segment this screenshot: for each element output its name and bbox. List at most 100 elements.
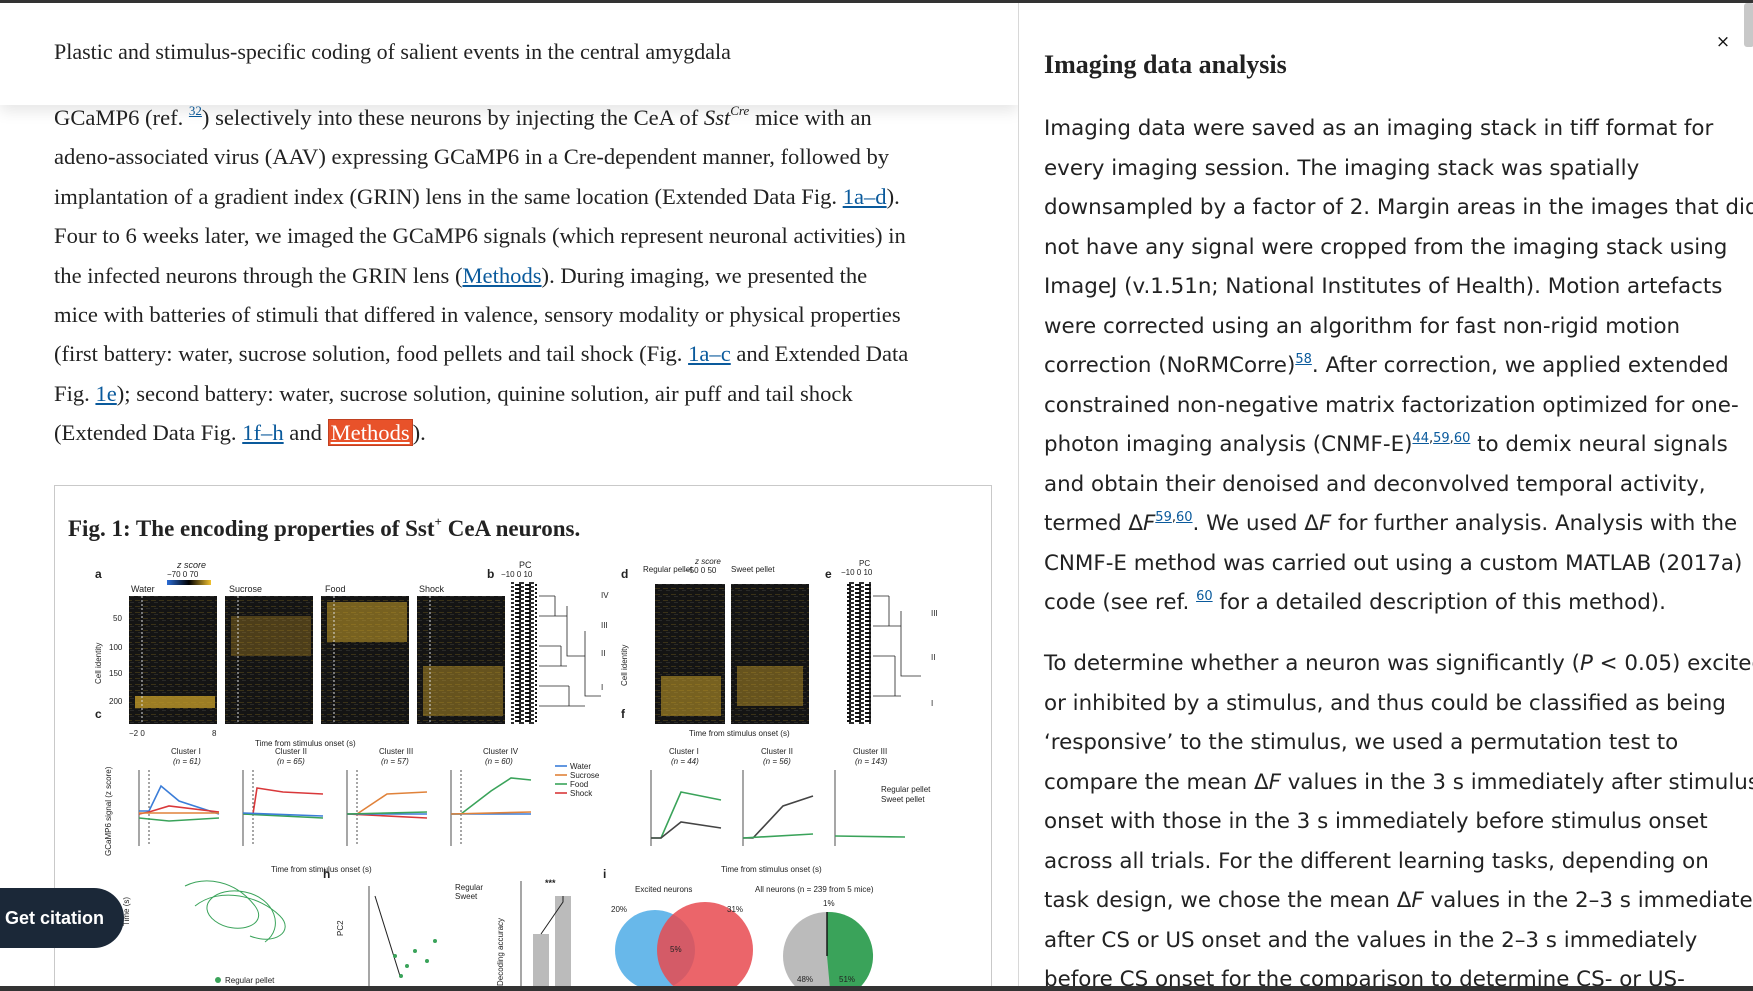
panel-paragraph-1: Imaging data were saved as an imaging st… (1044, 109, 1753, 623)
venn-sweet (657, 902, 753, 986)
panel-letter-e: e (825, 567, 832, 581)
fig-link[interactable]: 1e (95, 380, 117, 406)
text: ). (886, 183, 900, 209)
zscore-label: z score (176, 560, 206, 570)
ref-link[interactable]: 59 (1155, 510, 1172, 525)
cluster-roman-e: I (931, 699, 933, 708)
text: (first battery: water, sucrose solution,… (54, 341, 689, 367)
zscore-label-d: z score (694, 557, 721, 566)
article-pane: GCaMP6 (ref. 32) selectively into these … (0, 3, 1018, 986)
fig-link[interactable]: 1f–h (242, 420, 284, 446)
panel-line: and obtain their denoised and deconvolve… (1044, 471, 1706, 497)
legend-sweet-pellet: Sweet pellet (881, 795, 925, 804)
fig-link[interactable]: 1a–c (688, 341, 731, 367)
legend-shock: Shock (570, 789, 593, 798)
dendrogram-e (873, 595, 921, 697)
i-excited-label: Excited neurons (635, 885, 692, 894)
d-label-sweet: Sweet pellet (731, 565, 775, 574)
accuracy-bar (533, 934, 549, 986)
text: values in the 3 s immediately after stim… (1280, 769, 1753, 795)
time-axis-label-d: Time from stimulus onset (s) (689, 729, 790, 738)
panel-line: compare the mean ΔF values in the 3 s im… (1044, 763, 1753, 803)
panel-letter-d: d (621, 567, 628, 581)
pct-label: 51% (839, 975, 855, 984)
line-plots-c (138, 770, 532, 846)
cluster-roman: II (601, 649, 605, 658)
cluster-name-f: Cluster II (761, 747, 793, 756)
cluster-n: (n = 65) (277, 757, 305, 766)
ref-sep: , (1449, 431, 1454, 446)
panel-line: To determine whether a neuron was signif… (1044, 644, 1753, 684)
scrollbar-thumb[interactable] (1744, 3, 1753, 47)
text: and Extended Data (730, 341, 909, 367)
text: F (1142, 511, 1156, 536)
panel-letter-h: h (323, 867, 330, 881)
cluster-roman-e: III (931, 609, 938, 618)
c-ylabel: GCaMP6 signal (z score) (104, 766, 113, 856)
methods-link[interactable]: Methods (462, 262, 542, 288)
cell-identity-label-d: Cell identity (620, 645, 629, 686)
panel-line: before CS onset for the comparison to de… (1044, 967, 1685, 986)
get-citation-button[interactable]: Get citation (0, 888, 124, 948)
cluster-name-f: Cluster I (669, 747, 699, 756)
trajectory-plot (184, 880, 286, 943)
panel-line: ‘responsive’ to the stimulus, we used a … (1044, 730, 1679, 755)
heat-label-water: Water (131, 584, 155, 594)
close-icon[interactable]: × (1715, 32, 1731, 52)
fig-link[interactable]: 1a–d (842, 183, 887, 209)
text: ) selectively into these neurons by inje… (201, 105, 704, 130)
ref-link[interactable]: 59 (1433, 431, 1450, 446)
cluster-name-f: Cluster III (853, 747, 887, 756)
cell-identity-label: Cell identity (94, 643, 103, 684)
panel-line: CNMF-E method was carried out using a cu… (1044, 550, 1743, 576)
text: + (434, 514, 442, 530)
panel-line: code (see ref. 60 for a detailed descrip… (1044, 583, 1734, 623)
figure-1[interactable]: Fig. 1: The encoding properties of Sst+ … (54, 485, 992, 986)
time-axis-label-f: Time from stimulus onset (s) (721, 865, 822, 874)
ref-link[interactable]: 32 (188, 103, 202, 119)
text: F (1411, 888, 1424, 913)
legend-regular-pellet: Regular pellet (881, 785, 931, 794)
cluster-roman: IV (601, 591, 609, 600)
cluster-name: Cluster I (171, 747, 201, 756)
panel-line: after CS or US onset and the values in t… (1044, 927, 1698, 953)
scatter-h (393, 939, 437, 978)
line-plots-f (650, 770, 906, 846)
pc-ticks-e: −10 0 10 (841, 568, 873, 577)
zscore-ticks: −70 0 70 (167, 570, 199, 579)
ytick: 100 (109, 643, 123, 652)
cluster-n-f: (n = 44) (671, 757, 699, 766)
figure-image: a b d e c f h i z score −70 0 70 Water S… (94, 557, 938, 986)
heat-label-sucrose: Sucrose (229, 584, 262, 594)
panel-line: every imaging session. The imaging stack… (1044, 155, 1640, 181)
methods-link-highlighted[interactable]: Methods (327, 419, 413, 447)
barcode-e (847, 582, 871, 724)
ref-sep: , (1428, 431, 1434, 446)
text: F (1318, 511, 1332, 536)
ref-link[interactable]: 60 (1175, 510, 1193, 525)
ref-link[interactable]: 58 (1295, 352, 1312, 367)
panel-line: Imaging data were saved as an imaging st… (1044, 116, 1714, 141)
text: code (see ref. (1044, 590, 1197, 615)
methods-side-panel: Imaging data analysis × Imaging data wer… (1018, 3, 1753, 986)
significance-stars: *** (545, 878, 556, 888)
pct-label: 5% (670, 945, 682, 954)
cluster-n-f: (n = 56) (763, 757, 791, 766)
ref-link[interactable]: 60 (1453, 431, 1471, 446)
text: correction (NoRMCorre) (1044, 353, 1296, 378)
time-axis-label-c: Time from stimulus onset (s) (271, 865, 372, 874)
ref-link[interactable]: 60 (1196, 589, 1213, 604)
accuracy-bar (555, 896, 571, 986)
pc-ticks: −10 0 10 (501, 570, 533, 579)
text: values in the 2–3 s immediately (1423, 888, 1753, 913)
text: Fig. 1: The encoding properties of Sst (68, 516, 435, 541)
heat-label-food: Food (325, 584, 346, 594)
cluster-n: (n = 61) (173, 757, 201, 766)
g-legend: Regular pellet (225, 976, 275, 985)
sticky-header: Plastic and stimulus-specific coding of … (0, 3, 1018, 105)
panel-line: termed ΔF59,60. We used ΔF for further a… (1044, 504, 1737, 544)
text: photon imaging analysis (CNMF-E) (1044, 432, 1413, 457)
legend-dot (215, 977, 221, 983)
ref-link[interactable]: 44 (1412, 431, 1429, 446)
xtick: −2 0 (129, 729, 145, 738)
